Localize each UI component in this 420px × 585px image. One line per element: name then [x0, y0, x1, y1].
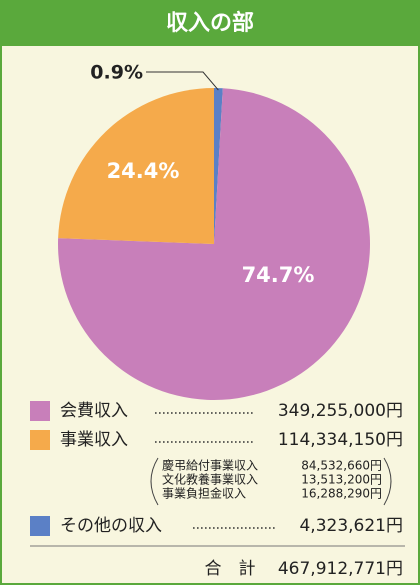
breakdown-name: 事業負担金収入 — [162, 486, 246, 501]
breakdown-amount: 84,532,660円 — [301, 459, 382, 473]
leader-line — [146, 71, 219, 91]
header — [0, 0, 420, 46]
legend-label: 会費収入 — [60, 401, 128, 421]
total-amount: 467,912,771円 — [278, 559, 403, 579]
bracket-left — [150, 457, 159, 506]
chart-title: 収入の部 — [166, 10, 254, 36]
legend-label: 事業収入 — [60, 430, 128, 450]
legend-swatch — [30, 430, 50, 450]
breakdown-name: 文化教養事業収入 — [162, 472, 258, 487]
legend-amount: 114,334,150円 — [278, 430, 403, 450]
pie-slice — [58, 88, 215, 244]
legend-amount: 349,255,000円 — [278, 401, 403, 421]
legend-label: その他の収入 — [60, 516, 162, 536]
data-label: 24.4% — [107, 159, 180, 183]
breakdown-amount: 13,513,200円 — [301, 473, 382, 487]
pie-slice — [58, 88, 371, 400]
bracket-right — [383, 457, 392, 506]
breakdown-amount: 16,288,290円 — [301, 487, 382, 501]
total-label: 合 計 — [205, 559, 256, 579]
legend-swatch — [30, 516, 50, 536]
legend-swatch — [30, 401, 50, 421]
data-label: 0.9% — [90, 62, 143, 84]
pie-slice — [214, 88, 223, 244]
breakdown-name: 慶弔給付事業収入 — [162, 459, 258, 473]
data-label: 74.7% — [242, 263, 315, 287]
legend-amount: 4,323,621円 — [299, 516, 403, 536]
